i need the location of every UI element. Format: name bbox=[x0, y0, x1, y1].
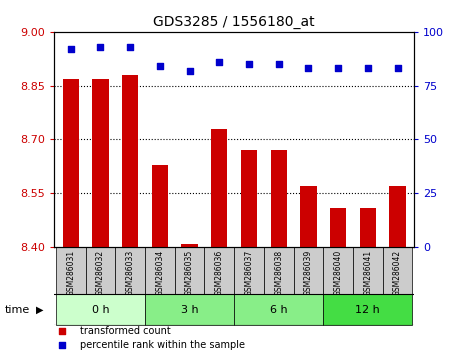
Bar bbox=[92, 79, 109, 247]
Text: 0 h: 0 h bbox=[92, 304, 109, 315]
Point bbox=[67, 46, 75, 52]
Text: GSM286041: GSM286041 bbox=[363, 250, 372, 296]
Text: GSM286032: GSM286032 bbox=[96, 250, 105, 296]
Bar bbox=[300, 186, 316, 247]
Title: GDS3285 / 1556180_at: GDS3285 / 1556180_at bbox=[153, 16, 315, 29]
Text: 6 h: 6 h bbox=[270, 304, 288, 315]
Text: GSM286038: GSM286038 bbox=[274, 250, 283, 296]
Text: GSM286042: GSM286042 bbox=[393, 250, 402, 296]
Text: percentile rank within the sample: percentile rank within the sample bbox=[79, 340, 245, 350]
Point bbox=[364, 65, 372, 71]
Point bbox=[58, 342, 65, 348]
Point bbox=[245, 61, 253, 67]
Text: transformed count: transformed count bbox=[79, 326, 170, 336]
Bar bbox=[122, 75, 138, 247]
Point bbox=[275, 61, 282, 67]
Bar bbox=[323, 295, 412, 325]
Text: GSM286036: GSM286036 bbox=[215, 250, 224, 296]
Point bbox=[186, 68, 193, 73]
Point bbox=[394, 65, 401, 71]
Text: GSM286039: GSM286039 bbox=[304, 250, 313, 296]
Bar bbox=[241, 150, 257, 247]
Bar bbox=[383, 247, 412, 295]
Bar bbox=[264, 247, 294, 295]
Text: ▶: ▶ bbox=[35, 304, 43, 315]
Bar bbox=[211, 129, 228, 247]
Bar bbox=[359, 208, 376, 247]
Bar bbox=[353, 247, 383, 295]
Bar bbox=[145, 295, 234, 325]
Text: GSM286035: GSM286035 bbox=[185, 250, 194, 296]
Bar bbox=[271, 150, 287, 247]
Text: GSM286037: GSM286037 bbox=[245, 250, 254, 296]
Text: GSM286033: GSM286033 bbox=[126, 250, 135, 296]
Bar bbox=[145, 247, 175, 295]
Text: GSM286031: GSM286031 bbox=[66, 250, 75, 296]
Bar bbox=[330, 208, 346, 247]
Bar bbox=[204, 247, 234, 295]
Point bbox=[126, 44, 134, 50]
Bar bbox=[86, 247, 115, 295]
Point bbox=[305, 65, 312, 71]
Point bbox=[96, 44, 104, 50]
Bar bbox=[234, 247, 264, 295]
Bar bbox=[62, 79, 79, 247]
Text: 12 h: 12 h bbox=[355, 304, 380, 315]
Text: GSM286034: GSM286034 bbox=[155, 250, 164, 296]
Bar bbox=[56, 247, 86, 295]
Bar bbox=[175, 247, 204, 295]
Bar bbox=[389, 186, 406, 247]
Bar bbox=[182, 244, 198, 247]
Point bbox=[216, 59, 223, 65]
Bar bbox=[323, 247, 353, 295]
Bar bbox=[115, 247, 145, 295]
Point bbox=[156, 63, 164, 69]
Text: GSM286040: GSM286040 bbox=[333, 250, 342, 296]
Point bbox=[58, 328, 65, 334]
Bar bbox=[234, 295, 323, 325]
Point bbox=[334, 65, 342, 71]
Bar bbox=[56, 295, 145, 325]
Text: time: time bbox=[5, 304, 30, 315]
Bar bbox=[294, 247, 323, 295]
Bar bbox=[152, 165, 168, 247]
Text: 3 h: 3 h bbox=[181, 304, 198, 315]
